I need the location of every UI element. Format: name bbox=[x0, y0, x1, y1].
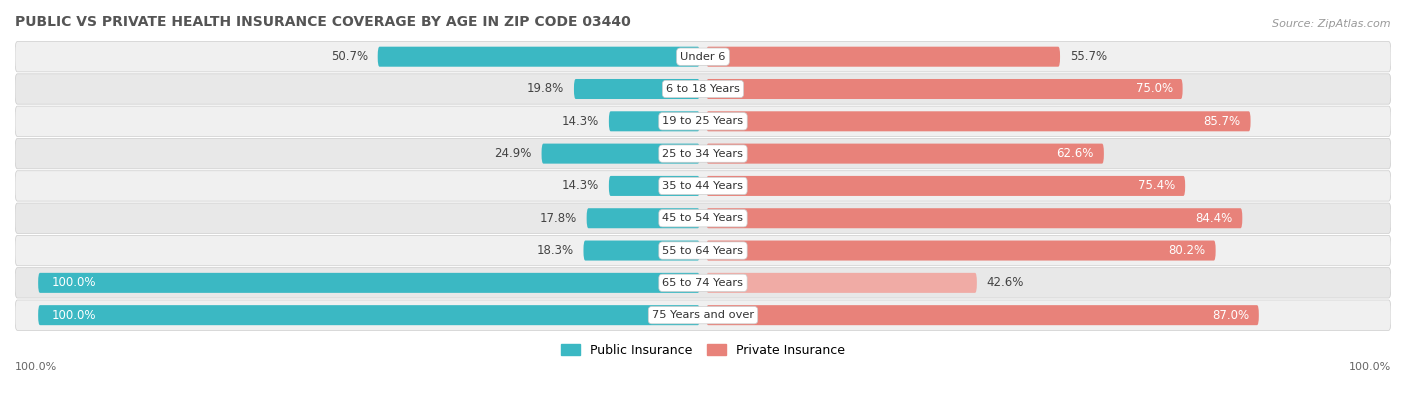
FancyBboxPatch shape bbox=[15, 74, 1391, 104]
Text: 75.4%: 75.4% bbox=[1137, 179, 1175, 192]
Text: 100.0%: 100.0% bbox=[52, 276, 96, 290]
FancyBboxPatch shape bbox=[609, 176, 700, 196]
FancyBboxPatch shape bbox=[15, 235, 1391, 266]
Text: 100.0%: 100.0% bbox=[1348, 362, 1391, 372]
Text: 80.2%: 80.2% bbox=[1168, 244, 1206, 257]
FancyBboxPatch shape bbox=[706, 79, 1182, 99]
FancyBboxPatch shape bbox=[706, 111, 1250, 131]
Text: 85.7%: 85.7% bbox=[1204, 115, 1240, 128]
FancyBboxPatch shape bbox=[706, 176, 1185, 196]
Text: 6 to 18 Years: 6 to 18 Years bbox=[666, 84, 740, 94]
FancyBboxPatch shape bbox=[706, 240, 1216, 261]
Text: 100.0%: 100.0% bbox=[15, 362, 58, 372]
Text: 42.6%: 42.6% bbox=[987, 276, 1024, 290]
Text: 87.0%: 87.0% bbox=[1212, 309, 1249, 322]
Text: 17.8%: 17.8% bbox=[540, 212, 576, 225]
Text: PUBLIC VS PRIVATE HEALTH INSURANCE COVERAGE BY AGE IN ZIP CODE 03440: PUBLIC VS PRIVATE HEALTH INSURANCE COVER… bbox=[15, 15, 631, 29]
FancyBboxPatch shape bbox=[609, 111, 700, 131]
Text: 18.3%: 18.3% bbox=[537, 244, 574, 257]
Text: 65 to 74 Years: 65 to 74 Years bbox=[662, 278, 744, 288]
FancyBboxPatch shape bbox=[706, 47, 1060, 67]
Text: 24.9%: 24.9% bbox=[495, 147, 531, 160]
FancyBboxPatch shape bbox=[15, 203, 1391, 233]
FancyBboxPatch shape bbox=[706, 273, 977, 293]
Text: 55.7%: 55.7% bbox=[1070, 50, 1107, 63]
Text: 84.4%: 84.4% bbox=[1195, 212, 1233, 225]
Text: 62.6%: 62.6% bbox=[1056, 147, 1094, 160]
FancyBboxPatch shape bbox=[541, 144, 700, 164]
Text: 14.3%: 14.3% bbox=[562, 115, 599, 128]
Text: 19 to 25 Years: 19 to 25 Years bbox=[662, 116, 744, 126]
Text: 100.0%: 100.0% bbox=[52, 309, 96, 322]
Text: 75.0%: 75.0% bbox=[1136, 83, 1173, 95]
Text: Source: ZipAtlas.com: Source: ZipAtlas.com bbox=[1272, 19, 1391, 29]
Text: 14.3%: 14.3% bbox=[562, 179, 599, 192]
FancyBboxPatch shape bbox=[15, 300, 1391, 330]
Text: 75 Years and over: 75 Years and over bbox=[652, 310, 754, 320]
FancyBboxPatch shape bbox=[15, 41, 1391, 72]
FancyBboxPatch shape bbox=[15, 268, 1391, 298]
FancyBboxPatch shape bbox=[15, 171, 1391, 201]
FancyBboxPatch shape bbox=[706, 144, 1104, 164]
Text: 45 to 54 Years: 45 to 54 Years bbox=[662, 213, 744, 223]
FancyBboxPatch shape bbox=[38, 305, 700, 325]
FancyBboxPatch shape bbox=[15, 106, 1391, 136]
Text: 35 to 44 Years: 35 to 44 Years bbox=[662, 181, 744, 191]
FancyBboxPatch shape bbox=[706, 208, 1243, 228]
FancyBboxPatch shape bbox=[38, 273, 700, 293]
FancyBboxPatch shape bbox=[586, 208, 700, 228]
FancyBboxPatch shape bbox=[378, 47, 700, 67]
Text: 19.8%: 19.8% bbox=[527, 83, 564, 95]
Text: 50.7%: 50.7% bbox=[330, 50, 368, 63]
Legend: Public Insurance, Private Insurance: Public Insurance, Private Insurance bbox=[555, 339, 851, 362]
Text: 55 to 64 Years: 55 to 64 Years bbox=[662, 246, 744, 256]
FancyBboxPatch shape bbox=[15, 138, 1391, 169]
FancyBboxPatch shape bbox=[583, 240, 700, 261]
FancyBboxPatch shape bbox=[706, 305, 1258, 325]
Text: Under 6: Under 6 bbox=[681, 52, 725, 62]
Text: 25 to 34 Years: 25 to 34 Years bbox=[662, 149, 744, 159]
FancyBboxPatch shape bbox=[574, 79, 700, 99]
